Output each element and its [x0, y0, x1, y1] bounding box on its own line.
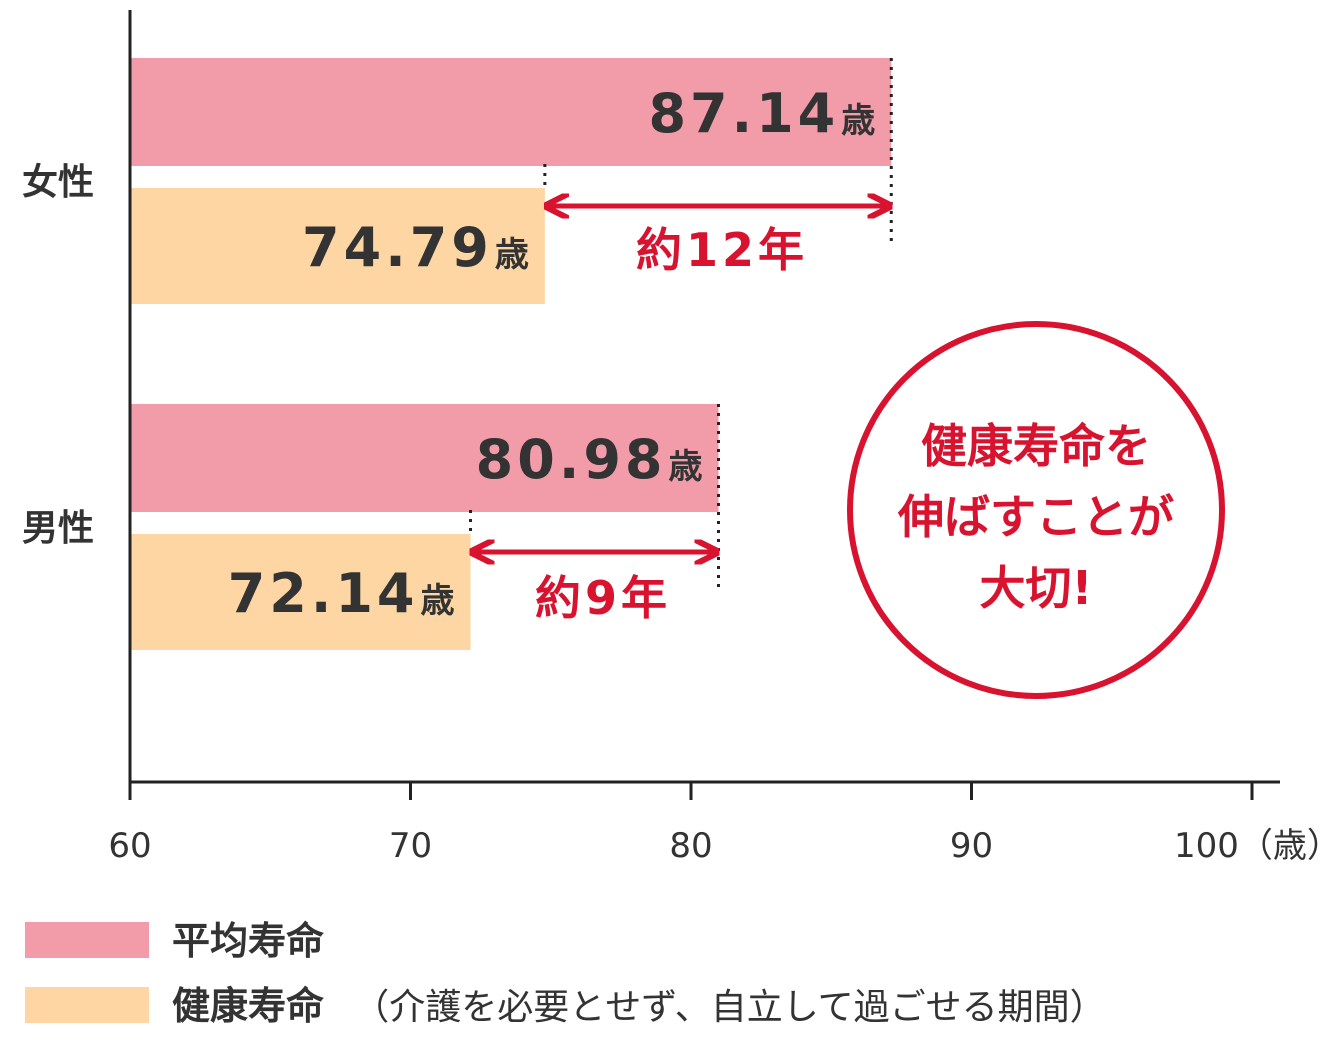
bar-healthy-female: [130, 188, 545, 304]
value-label-healthy-male: 72.14歳: [228, 562, 455, 625]
bar-life-female: [130, 58, 892, 166]
x-tick-label-0: 60: [108, 826, 151, 866]
gap-label-female: 約12年: [636, 223, 808, 277]
x-tick-label-3: 90: [950, 826, 993, 866]
value-label-life-female: 87.14歳: [648, 82, 875, 145]
x-tick-label-2: 80: [669, 826, 712, 866]
gap-label-male: 約9年: [535, 571, 671, 625]
x-tick-label-1: 70: [389, 826, 432, 866]
legend: 平均寿命 健康寿命 （介護を必要とせず、自立して過ごせる期間）: [25, 919, 1106, 1028]
category-label-female: 女性: [22, 162, 94, 203]
legend-swatch-healthy: [25, 987, 149, 1023]
bar-life-male: [130, 404, 719, 512]
legend-label-healthy-note: （介護を必要とせず、自立して過ごせる期間）: [353, 987, 1105, 1028]
legend-label-healthy: 健康寿命 （介護を必要とせず、自立して過ごせる期間）: [172, 984, 1106, 1028]
legend-swatch-life: [25, 922, 149, 958]
bar-healthy-male: [130, 534, 471, 650]
callout-line-2: 伸ばすことが: [897, 490, 1174, 544]
value-label-healthy-female: 74.79歳: [302, 216, 529, 279]
value-label-life-male: 80.98歳: [476, 428, 703, 491]
x-tick-label-4: 100（歳）: [1174, 826, 1340, 866]
legend-label-healthy-main: 健康寿命: [172, 984, 324, 1028]
legend-label-life: 平均寿命: [172, 919, 324, 963]
category-label-male: 男性: [22, 508, 94, 549]
callout-circle: [847, 321, 1225, 699]
callout-line-1: 健康寿命を: [921, 419, 1151, 473]
callout-line-3: 大切!: [980, 561, 1093, 615]
